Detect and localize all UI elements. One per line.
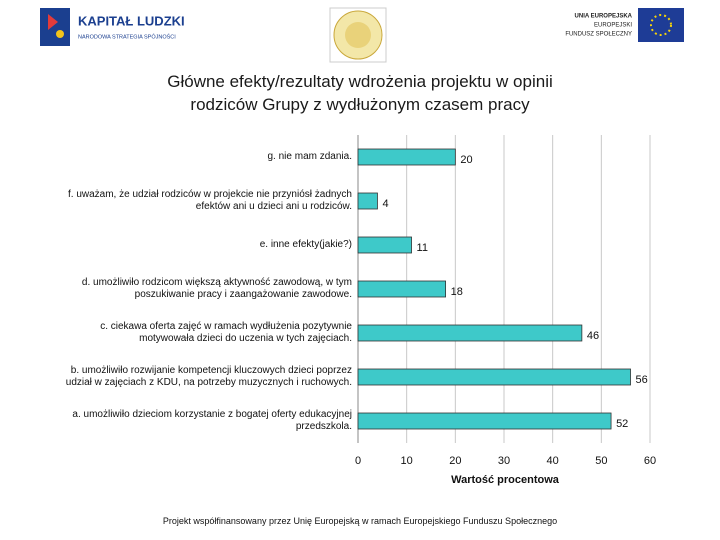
- logo-eu-line: UNIA EUROPEJSKA: [575, 14, 633, 20]
- x-tick-label: 60: [644, 455, 656, 467]
- logo-eu: UNIA EUROPEJSKA EUROPEJSKI FUNDUSZ SPOŁE…: [565, 8, 684, 42]
- chart-title: Główne efekty/rezultaty wdrożenia projek…: [167, 72, 553, 114]
- y-tick-label: c. ciekawa oferta zajęć w ramach wydłuże…: [100, 321, 352, 344]
- bar: [357, 148, 456, 166]
- logo-subtitle: NARODOWA STRATEGIA SPÓJNOŚCI: [78, 32, 176, 40]
- logo-eu-line: EUROPEJSKI: [594, 23, 632, 29]
- data-label: 18: [451, 286, 463, 298]
- data-label: 52: [616, 418, 628, 430]
- data-label: 11: [417, 242, 428, 254]
- x-tick-label: 50: [595, 455, 607, 467]
- y-tick-label: g. nie mam zdania.: [267, 151, 353, 162]
- footer: Projekt współfinansowany przez Unię Euro…: [162, 516, 558, 526]
- data-label: 20: [460, 154, 472, 166]
- bar: [357, 236, 412, 254]
- data-label: 56: [636, 374, 648, 386]
- bar: [357, 324, 583, 342]
- data-label: 4: [382, 198, 388, 210]
- logo-center: [329, 7, 387, 63]
- y-tick-label: a. umożliwiło dzieciom korzystanie z bog…: [72, 409, 352, 432]
- x-axis-title: Wartość procentowa: [451, 474, 560, 486]
- x-tick-label: 30: [498, 455, 510, 467]
- bar: [357, 368, 631, 386]
- bar: [357, 280, 446, 298]
- x-tick-label: 0: [355, 455, 361, 467]
- logo-kapital-ludzki: KAPITAŁ LUDZKI NARODOWA STRATEGIA SPÓJNO…: [40, 8, 185, 46]
- y-tick-label: f. uważam, że udział rodziców w projekci…: [67, 189, 352, 212]
- logo-title: KAPITAŁ LUDZKI: [78, 13, 185, 28]
- y-tick-label: b. umożliwiło rozwijanie kompetencji klu…: [65, 365, 352, 388]
- data-label: 46: [587, 330, 599, 342]
- x-tick-label: 40: [547, 455, 559, 467]
- y-tick-label: d. umożliwiło rodzicom większą aktywność…: [81, 277, 352, 300]
- bar: [357, 192, 378, 210]
- bar: [357, 412, 612, 430]
- x-tick-label: 10: [401, 455, 413, 467]
- y-tick-label: e. inne efekty(jakie?): [259, 239, 352, 250]
- x-tick-label: 20: [449, 455, 461, 467]
- logo-eu-line: FUNDUSZ SPOŁECZNY: [565, 32, 632, 38]
